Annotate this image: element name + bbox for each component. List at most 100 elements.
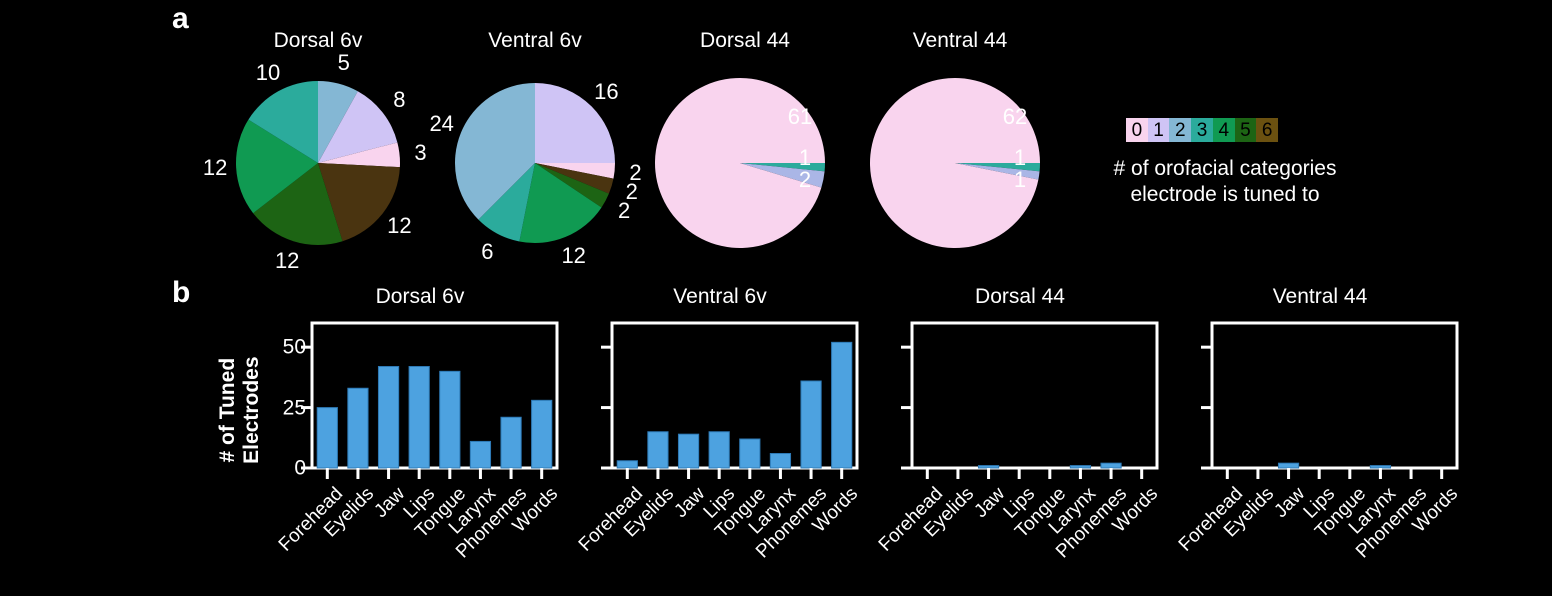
bar-svg-ventral-44 — [1201, 321, 1459, 479]
pie-value-label-dorsal-44-1: 1 — [798, 145, 812, 170]
legend-swatch-0: 0 — [1126, 118, 1148, 142]
pie-panel-ventral-6v: Ventral 6v 16 2 2 2 12 6 24 — [429, 29, 641, 269]
bar-title-dorsal-44: Dorsal 44 — [975, 285, 1065, 308]
pie-slice-dorsal-6v-cat-6 — [318, 163, 400, 242]
bar-plot-ventral-6v: Forehead Eyelids Jaw Lips Tongue Larynx Phonem… — [570, 317, 870, 577]
pie-slice-ventral-6v-cat-4 — [519, 163, 602, 243]
pie-slice-ventral-6v-cat-5 — [535, 163, 609, 208]
bar-ytick-label-0: 0 — [294, 456, 306, 480]
bar-ventral-6v-forehead — [616, 460, 638, 469]
bar-ventral-6v-eyelids — [647, 431, 669, 469]
legend-swatch-label: 5 — [1240, 119, 1251, 141]
pie-slice-ventral-6v-cat-6 — [535, 163, 614, 194]
bar-ventral-6v-tongue — [739, 438, 761, 469]
pie-slice-dorsal-6v-cat-3 — [248, 81, 318, 163]
pie-panel-dorsal-6v: Dorsal 6v 5 8 3 12 12 12 10 — [203, 29, 427, 272]
bar-dorsal-6v-tongue — [439, 370, 461, 469]
bar-ventral-6v-larynx — [769, 453, 792, 469]
pie-svg-dorsal-44 — [655, 77, 825, 248]
bar-dorsal-6v-forehead — [316, 407, 338, 469]
pie-value-label-dorsal-6v-cat-3: 10 — [255, 59, 281, 85]
bar-ventral-6v-phonemes — [800, 380, 822, 469]
bar-panel-dorsal-6v: Dorsal 6v 0 25 50 Forehead Eyelids Jaw Lips Ton… — [270, 286, 570, 577]
pie-slice-dorsal-44-cat-0 — [655, 77, 825, 248]
bar-dorsal-6v-lips — [408, 366, 430, 469]
pie-slice-dorsal-44-cat-2 — [740, 163, 825, 188]
pie-value-label-dorsal-6v-cat-5: 12 — [274, 248, 300, 274]
pie-chart-dorsal-44: 61 1 2 — [645, 65, 845, 265]
bar-panel-ventral-6v: Ventral 6v Forehead Eyelids Jaw Lips Tongue L… — [570, 286, 870, 577]
panel-a-letter: a — [172, 2, 189, 35]
bar-plot-ventral-44: Forehead Eyelids Jaw Lips Tongue Larynx Phonem… — [1170, 317, 1470, 577]
pie-chart-ventral-44: 62 1 1 — [860, 65, 1060, 265]
legend-swatch-1: 1 — [1147, 118, 1170, 142]
bar-panel-ventral-44: Ventral 44 Forehead Eyelids Jaw Lips Tongue L… — [1170, 286, 1470, 577]
legend-swatch-label: 0 — [1131, 119, 1143, 141]
legend-swatch-2: 2 — [1169, 118, 1192, 142]
pie-value-label-ventral-6v-cat-6: 2 — [625, 179, 638, 205]
bar-ventral-6v-jaw — [677, 433, 700, 469]
panel-b-letter: b — [172, 276, 191, 309]
pie-panel-dorsal-44: Dorsal 44 61 1 2 — [645, 30, 845, 265]
pie-value-label-dorsal-6v-cat-4: 12 — [202, 155, 228, 181]
bar-plot-dorsal-44: Forehead Eyelids Jaw Lips Tongue Larynx Phonem… — [870, 317, 1170, 577]
pie-value-label-dorsal-44-0: 61 — [787, 104, 813, 129]
legend-swatch-label: 2 — [1175, 119, 1186, 141]
pie-slice-ventral-6v-cat-3 — [478, 163, 535, 242]
bar-dorsal-6v-phonemes — [500, 416, 522, 469]
pie-value-label-ventral-6v-cat-0: 2 — [629, 159, 642, 185]
bar-dorsal-6v-eyelids — [347, 387, 369, 469]
bar-svg-dorsal-44 — [901, 321, 1159, 479]
pie-value-label-ventral-6v-cat-5: 2 — [617, 197, 631, 223]
legend-swatch-3: 3 — [1191, 118, 1213, 142]
pie-slice-dorsal-6v-cat-0 — [318, 142, 400, 168]
bar-ventral-44-jaw — [1277, 462, 1300, 469]
pie-slice-ventral-44-cat-0 — [870, 78, 1040, 249]
bar-svg-dorsal-6v — [301, 321, 559, 479]
bar-plot-frame-dorsal-6v — [310, 321, 559, 470]
pie-chart-dorsal-6v: 5 8 3 12 12 12 10 — [203, 52, 427, 272]
bar-ventral-6v-lips — [708, 431, 730, 469]
pie-title-dorsal-6v: Dorsal 6v — [273, 29, 363, 52]
pie-svg-ventral-44 — [870, 78, 1040, 249]
pie-value-label-dorsal-6v-cat-0: 3 — [414, 139, 427, 165]
pie-slice-dorsal-6v-cat-5 — [253, 163, 343, 245]
pie-title-dorsal-44: Dorsal 44 — [700, 29, 790, 52]
bar-y-axis-label-text: # of Tuned Electrodes — [215, 356, 263, 464]
bar-dorsal-44-jaw — [977, 465, 1000, 469]
bar-dorsal-6v-words — [531, 399, 553, 469]
pie-slice-ventral-6v-cat-2 — [454, 83, 535, 220]
bar-dorsal-6v-jaw — [377, 366, 400, 469]
pie-slice-dorsal-6v-cat-1 — [318, 91, 398, 163]
legend-swatch-label: 3 — [1196, 119, 1208, 141]
bar-svg-ventral-6v — [601, 321, 859, 479]
legend-swatch-6: 6 — [1256, 118, 1279, 142]
legend-swatch-5: 5 — [1234, 118, 1257, 142]
legend-caption-line2: electrode is tuned to — [1130, 183, 1320, 207]
pie-slice-dorsal-6v-cat-2 — [318, 81, 358, 163]
pie-value-label-ventral-6v-cat-4: 12 — [561, 243, 586, 269]
pie-value-label-ventral-6v-cat-2: 24 — [429, 111, 454, 137]
pie-chart-ventral-6v: 16 2 2 2 12 6 24 — [429, 65, 641, 269]
bar-dorsal-6v-larynx — [469, 440, 492, 469]
bar-title-ventral-44: Ventral 44 — [1272, 285, 1368, 308]
legend-caption: # of orofacial categories electrode is t… — [1060, 156, 1390, 209]
bar-dorsal-44-phonemes — [1100, 462, 1122, 469]
pie-slice-ventral-6v-cat-1 — [535, 83, 615, 163]
pie-title-ventral-6v: Ventral 6v — [488, 29, 582, 52]
pie-value-label-dorsal-6v-cat-1: 8 — [393, 87, 406, 112]
bar-plot-frame-ventral-6v — [610, 321, 859, 470]
bar-ytick-label-50: 50 — [282, 335, 306, 359]
pie-value-label-ventral-44-0: 62 — [1002, 104, 1028, 129]
bar-panel-dorsal-44: Dorsal 44 Forehead Eyelids Jaw Lips Tongue La… — [870, 286, 1170, 577]
bar-title-ventral-6v: Ventral 6v — [673, 285, 767, 308]
pie-slice-ventral-6v-cat-0 — [535, 163, 615, 179]
bar-title-dorsal-6v: Dorsal 6v — [375, 285, 465, 308]
pie-svg-ventral-6v — [454, 83, 615, 243]
bar-ventral-6v-words — [831, 341, 853, 469]
pie-slice-dorsal-44-cat-3 — [740, 163, 825, 172]
pie-panel-ventral-44: Ventral 44 62 1 1 — [860, 30, 1060, 265]
bar-ventral-44-larynx — [1369, 465, 1392, 469]
